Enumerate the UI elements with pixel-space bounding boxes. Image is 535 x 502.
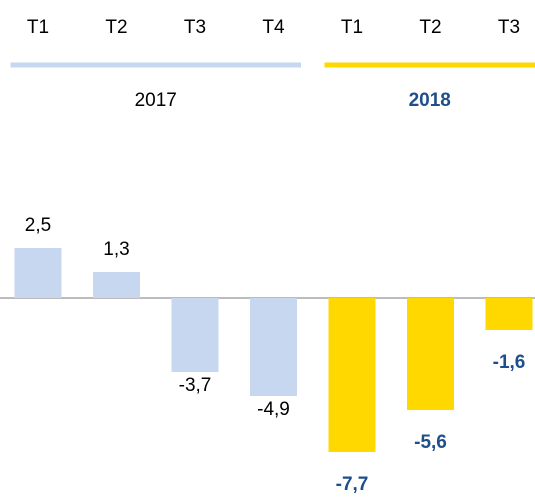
category-label: T1 (27, 17, 49, 38)
category-label: T1 (341, 17, 363, 38)
data-label: -4,9 (257, 399, 290, 420)
data-label: 2,5 (25, 215, 51, 236)
data-label: -1,6 (493, 352, 526, 373)
data-label: -3,7 (179, 375, 212, 396)
data-label: -5,6 (414, 432, 447, 453)
bar (407, 298, 454, 410)
bar (328, 298, 376, 452)
group-label: 2017 (135, 90, 177, 111)
data-label: -7,7 (336, 474, 369, 495)
bar (250, 298, 297, 396)
bar (14, 248, 62, 298)
category-label: T3 (184, 17, 206, 38)
category-label: T2 (419, 17, 441, 38)
bar (485, 298, 533, 330)
group-label: 2018 (409, 90, 451, 111)
bar (171, 298, 219, 372)
category-label: T2 (105, 17, 127, 38)
bar (93, 272, 140, 298)
category-label: T4 (262, 17, 285, 38)
category-label: T3 (498, 17, 520, 38)
data-label: 1,3 (103, 239, 129, 260)
